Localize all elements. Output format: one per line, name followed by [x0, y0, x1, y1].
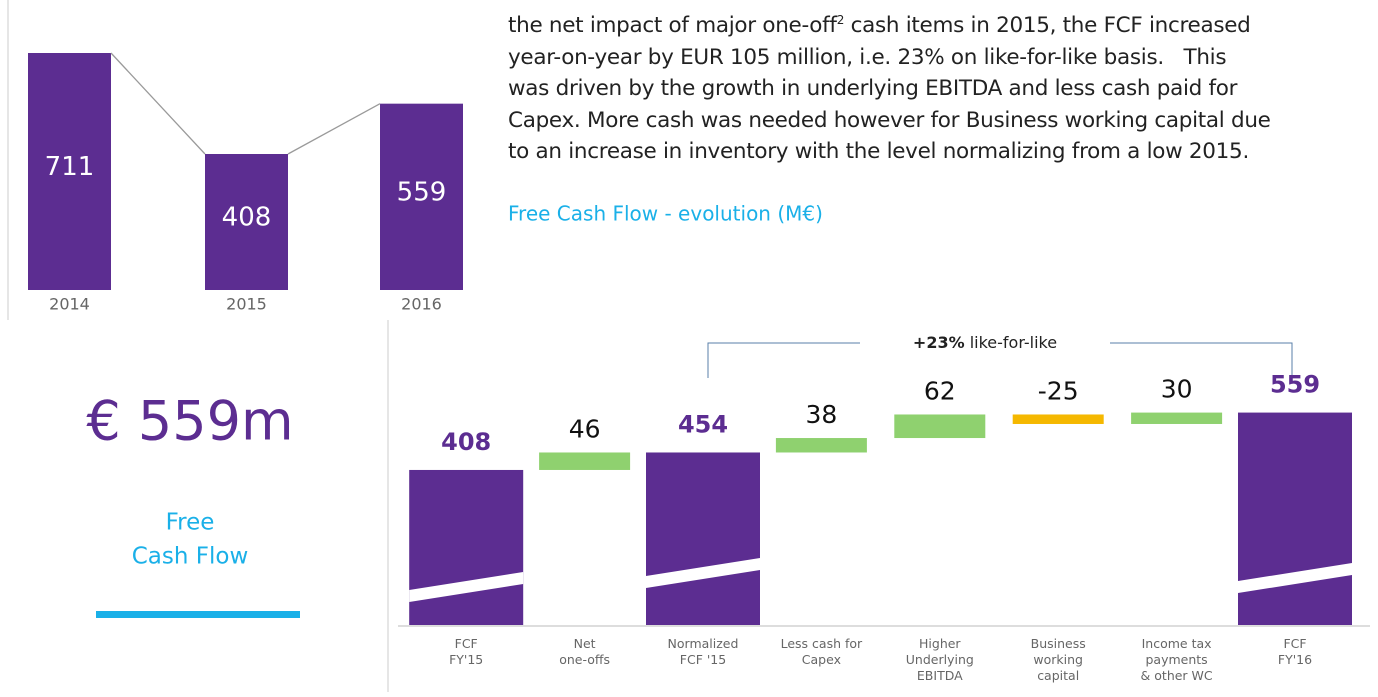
bracket: [707, 342, 1293, 378]
x-tick-label: FCF FY'16: [1277, 636, 1313, 667]
paragraph-line: year-on-year by EUR 105 million, i.e. 23…: [508, 44, 1227, 70]
value-label: 408: [222, 203, 272, 233]
bar: [380, 103, 463, 291]
axis-break: [409, 572, 524, 602]
kpi-label: Free: [166, 510, 215, 536]
paragraph-line: was driven by the growth in underlying E…: [508, 76, 1238, 101]
connector: [110, 52, 206, 155]
annotation-bold: +23%: [913, 333, 965, 352]
value-label: 454: [678, 410, 728, 438]
connector: [287, 103, 381, 155]
bar: [539, 452, 631, 470]
annotation-text: like-for-like: [965, 333, 1057, 352]
x-tick-label: Income tax payments & other WC: [1140, 636, 1213, 683]
bar: [205, 154, 288, 290]
bar: [1012, 414, 1104, 424]
kpi-value: € 559m: [86, 390, 293, 453]
kpi-underline: [96, 611, 300, 618]
value-label: 30: [1161, 375, 1193, 404]
axis-break: [1238, 563, 1352, 593]
x-tick-label: FCF FY'15: [449, 636, 484, 667]
x-tick-label: Higher Underlying EBITDA: [905, 636, 974, 683]
superscript: 2: [836, 12, 845, 27]
x-tick-label: Net one-offs: [559, 636, 610, 667]
bar: [1238, 412, 1352, 625]
value-label: 559: [397, 177, 447, 207]
x-tick-label: Normalized FCF '15: [667, 636, 739, 667]
x-tick-label: 2014: [49, 295, 90, 314]
value-label: 711: [45, 152, 95, 182]
paragraph-line: Capex. More cash was needed however for …: [508, 107, 1271, 133]
value-label: 38: [805, 400, 837, 429]
bar: [409, 469, 524, 625]
paragraph: the net impact of major one-off2 cash it…: [508, 10, 1271, 168]
x-tick-label: Business working capital: [1030, 636, 1086, 683]
value-label: 408: [441, 428, 491, 456]
text: the net impact of major one-off: [508, 13, 837, 38]
kpi-label: Cash Flow: [132, 544, 249, 570]
annotation: +23% like-for-like: [913, 333, 1057, 352]
paragraph-line: to an increase in inventory with the lev…: [508, 139, 1249, 164]
value-label: 62: [924, 376, 956, 405]
bar: [894, 414, 986, 439]
bar: [646, 452, 760, 625]
value-label: 46: [569, 414, 601, 443]
paragraph-line: the net impact of major one-off2 cash it…: [508, 10, 1271, 42]
bar: [1131, 412, 1223, 424]
x-tick-label: Less cash for Capex: [780, 636, 863, 667]
text: cash items in 2015, the FCF increased: [844, 13, 1251, 38]
axis-break: [646, 558, 760, 588]
bar: [775, 438, 867, 453]
value-label: -25: [1038, 376, 1079, 405]
x-tick-label: 2016: [401, 295, 442, 314]
x-tick-label: 2015: [226, 295, 267, 314]
value-label: 559: [1270, 371, 1320, 399]
chart-title: Free Cash Flow - evolution (M€): [508, 202, 823, 226]
bar: [28, 53, 111, 290]
